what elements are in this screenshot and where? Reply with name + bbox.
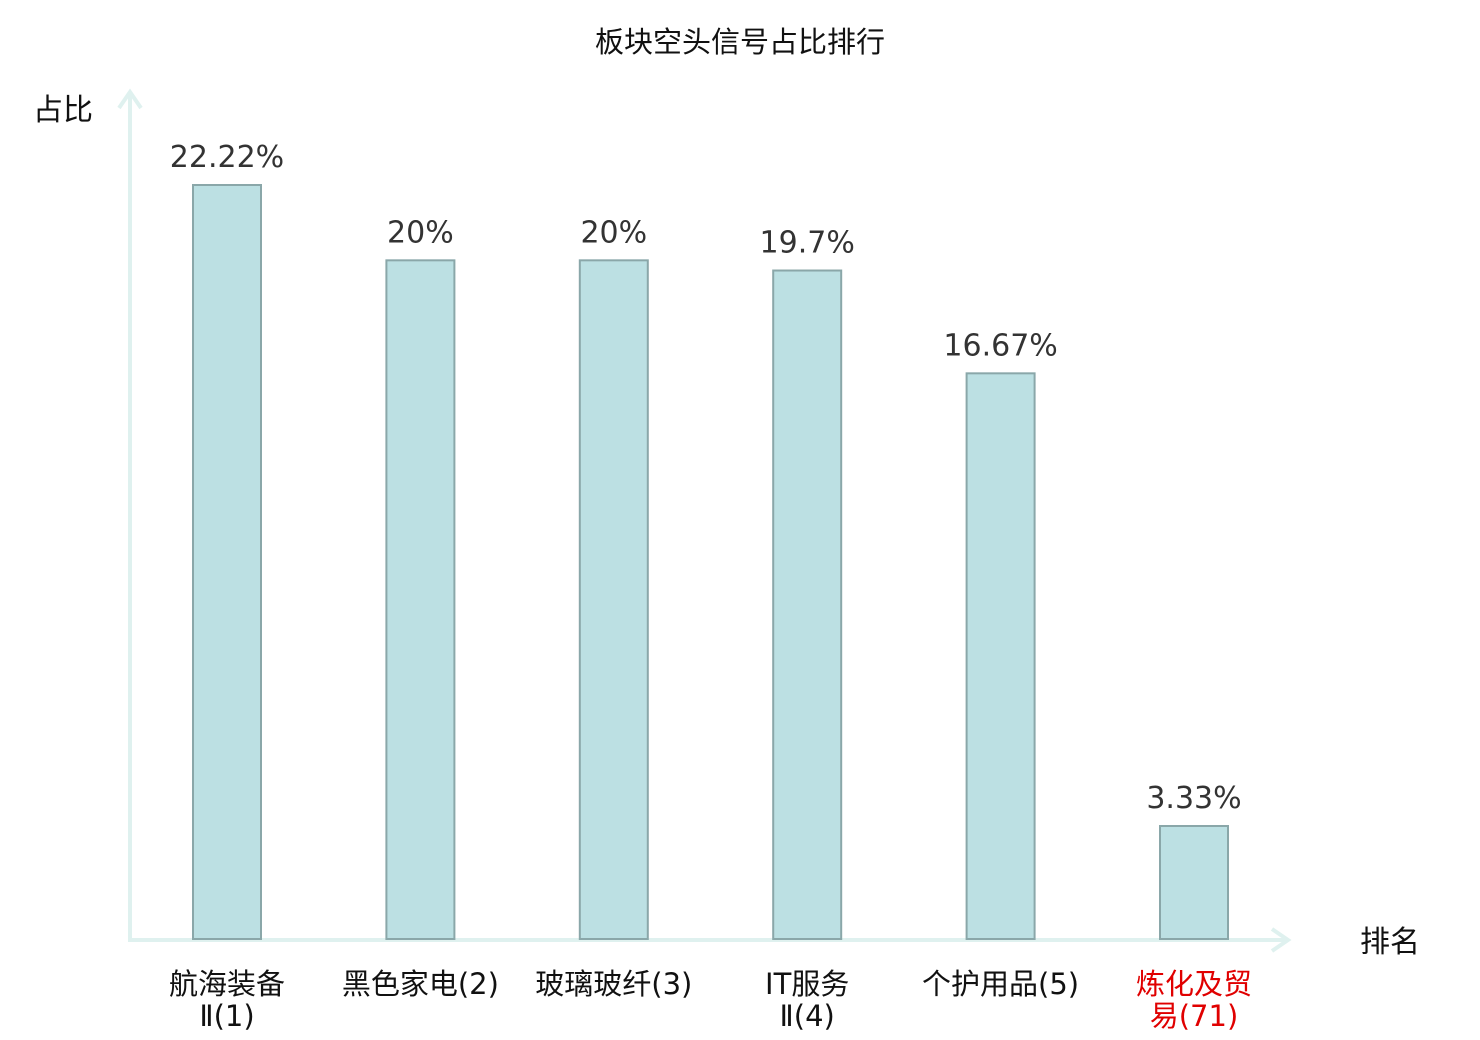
bar xyxy=(772,269,843,940)
x-tick-label: IT服务 Ⅱ(4) xyxy=(765,967,849,1033)
bar xyxy=(1159,825,1229,940)
x-tick-label: 玻璃玻纤(3) xyxy=(535,967,692,1001)
value-labels-group: 22.22% 20% 20% 19.7% 16.67% 3.33% xyxy=(170,140,1242,816)
x-axis-arrow xyxy=(1270,927,1292,953)
y-axis-arrow xyxy=(117,88,143,110)
y-axis-label: 占比 xyxy=(33,93,93,128)
bar xyxy=(192,184,262,940)
bars-group xyxy=(192,184,1229,940)
data-label: 20% xyxy=(580,215,647,250)
x-tick-label: 黑色家电(2) xyxy=(342,967,499,1001)
data-label: 19.7% xyxy=(760,226,855,261)
bar xyxy=(385,259,456,940)
data-label: 3.33% xyxy=(1146,781,1241,816)
x-tick-label: 个护用品(5) xyxy=(922,967,1079,1001)
data-label: 20% xyxy=(387,215,454,250)
x-tick-label: 炼化及贸易(71) xyxy=(1136,967,1252,1033)
bar xyxy=(965,372,1036,940)
x-axis-label: 排名 xyxy=(1360,925,1420,960)
bar xyxy=(578,259,649,940)
data-label: 22.22% xyxy=(170,140,284,175)
x-tick-label: 航海装备 Ⅱ(1) xyxy=(169,967,285,1033)
data-label: 16.67% xyxy=(943,328,1057,363)
category-labels-group: 航海装备 Ⅱ(1) 黑色家电(2) 玻璃玻纤(3) IT服务 Ⅱ(4) 个护用品(5) 炼化及… xyxy=(169,967,1252,1033)
chart-title: 板块空头信号占比排行 xyxy=(595,25,885,59)
